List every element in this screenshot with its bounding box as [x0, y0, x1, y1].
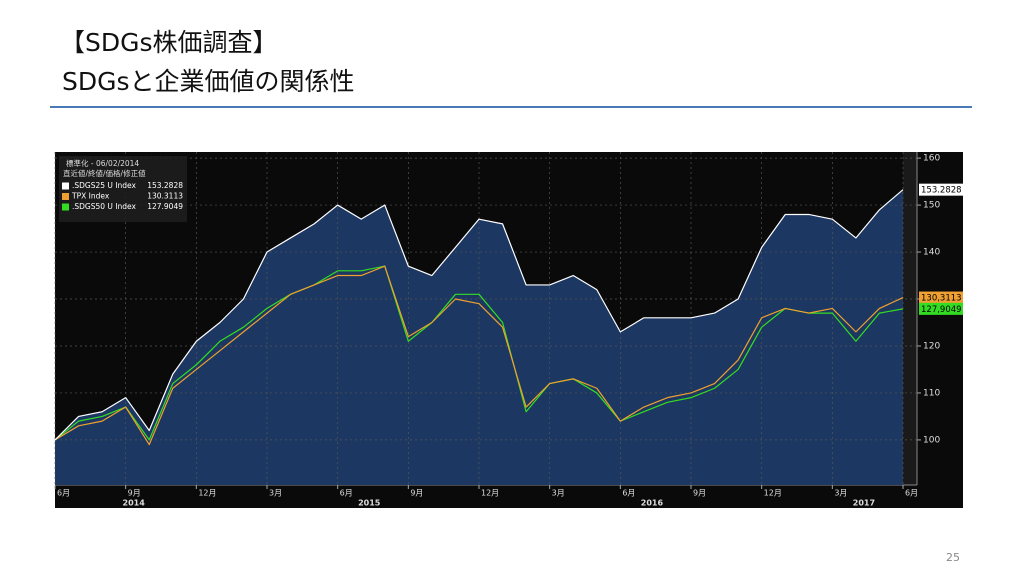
- y-tick-label: 120: [923, 341, 940, 351]
- x-tick-label: 3月: [552, 489, 565, 498]
- y-tick-label: 160: [923, 154, 940, 164]
- legend-header: 直近値/終値/価格/修正値: [63, 168, 146, 178]
- legend-swatch: [62, 203, 69, 211]
- y-tick-label: 100: [923, 435, 940, 445]
- end-label-box: [919, 291, 963, 304]
- slide-subtitle: SDGsと企業価値の関係性: [62, 67, 355, 96]
- legend-header: 標準化 - 06/02/2014: [66, 158, 139, 168]
- x-tick-label: 6月: [622, 489, 635, 498]
- y-tick-label: 140: [923, 248, 940, 258]
- y-tick-label: 150: [923, 201, 940, 211]
- end-label: 153.2828: [921, 186, 962, 196]
- x-tick-label: 9月: [693, 489, 706, 498]
- year-label: 2017: [853, 499, 875, 508]
- end-label-box: [919, 302, 963, 315]
- x-tick-label: 9月: [128, 489, 141, 498]
- legend-value: 127.9049: [147, 202, 183, 211]
- series-line: [54, 189, 904, 441]
- legend-label: TPX Index: [71, 192, 110, 201]
- end-label: 127,9049: [921, 305, 962, 315]
- year-label: 2015: [358, 499, 381, 508]
- legend-box: [59, 156, 187, 222]
- x-tick-label: 12月: [481, 489, 499, 498]
- future-band: [903, 152, 917, 485]
- x-tick-label: 3月: [269, 489, 282, 498]
- y-tick-label: 110: [923, 388, 940, 398]
- legend-swatch: [62, 193, 69, 200]
- end-label-box: [919, 183, 963, 196]
- series-line: [54, 265, 904, 441]
- chart: 1001101201301401501606月9月12月3月6月9月12月3月6…: [54, 152, 963, 508]
- page-number: 25: [946, 551, 960, 564]
- x-tick-label: 6月: [340, 489, 353, 498]
- legend-value: 153.2828: [147, 181, 183, 190]
- x-tick-label: 6月: [905, 489, 918, 498]
- x-tick-label: 3月: [834, 489, 847, 498]
- series-line: [54, 265, 904, 446]
- slide-title: 【SDGs株価調査】: [60, 28, 278, 57]
- x-tick-label: 12月: [764, 489, 782, 498]
- x-tick-label: 6月: [57, 489, 70, 498]
- x-tick-label: 12月: [198, 489, 216, 498]
- legend-swatch: [62, 182, 69, 190]
- year-label: 2014: [123, 499, 146, 508]
- legend-value: 130.3113: [147, 192, 183, 201]
- year-label: 2016: [641, 499, 664, 508]
- x-tick-label: 9月: [410, 489, 423, 498]
- end-label: 130,3113: [921, 294, 962, 304]
- legend-label: .SDGS50 U Index: [72, 202, 137, 211]
- legend-label: .SDGS25 U Index: [72, 181, 137, 190]
